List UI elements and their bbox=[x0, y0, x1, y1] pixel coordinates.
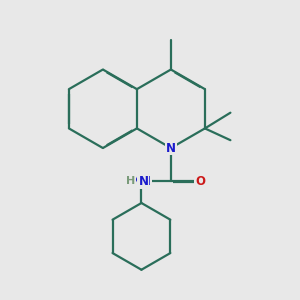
Text: N: N bbox=[138, 175, 148, 188]
Text: H: H bbox=[126, 176, 135, 186]
Text: O: O bbox=[195, 175, 205, 188]
Text: NH: NH bbox=[131, 175, 152, 188]
Text: N: N bbox=[166, 142, 176, 154]
